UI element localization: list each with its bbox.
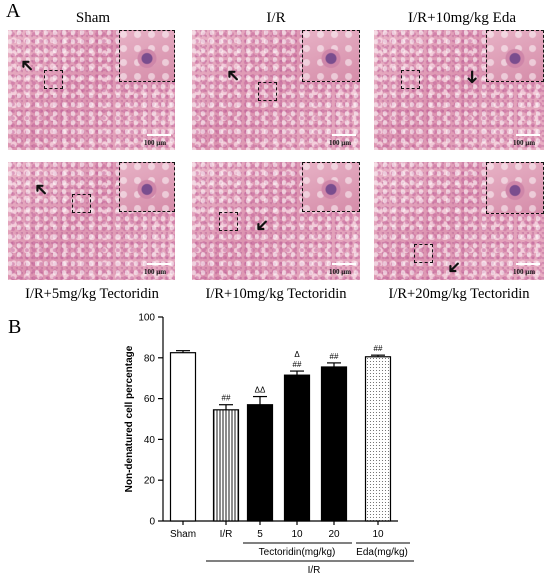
- arrow-icon: ➜: [28, 176, 54, 203]
- scale-bar: [332, 134, 356, 136]
- magnified-inset: [302, 162, 360, 212]
- y-tick-label: 100: [138, 313, 155, 324]
- x-tick-label: 10: [372, 529, 384, 540]
- scale-bar: [147, 263, 171, 265]
- region-of-interest-box: [44, 70, 63, 89]
- x-tick-label: 10: [291, 529, 303, 540]
- micrograph-eda: ➜ 100 μm: [374, 30, 544, 150]
- y-tick-label: 0: [149, 517, 155, 528]
- magnified-inset: [119, 162, 175, 212]
- panel-b-letter: B: [8, 316, 22, 338]
- column-title-ir: I/R: [266, 10, 286, 26]
- region-of-interest-box: [219, 212, 238, 231]
- scale-bar-label: 100 μm: [513, 139, 536, 147]
- bar: [246, 404, 274, 522]
- micrograph-tectoridin-5: ➜ 100 μm: [8, 162, 175, 280]
- region-of-interest-box: [401, 70, 420, 89]
- scale-bar-label: 100 μm: [329, 139, 352, 147]
- bar: [364, 356, 392, 522]
- significance-mark: Δ: [294, 350, 300, 359]
- significance-mark: ΔΔ: [255, 386, 266, 395]
- micrograph-sham: ➜ 100 μm: [8, 30, 175, 150]
- arrow-icon: ➜: [14, 52, 40, 79]
- significance-mark: ##: [222, 394, 231, 403]
- arrow-icon: ➜: [441, 254, 467, 280]
- bar: [169, 352, 197, 522]
- y-tick-label: 80: [144, 353, 156, 364]
- micrograph-tectoridin-10: ➜ 100 μm: [192, 162, 360, 280]
- group-label-eda: Eda(mg/kg): [356, 547, 408, 558]
- bar: [320, 366, 348, 522]
- y-tick-label: 20: [144, 476, 156, 487]
- scale-bar-label: 100 μm: [513, 268, 536, 276]
- arrow-icon: ➜: [220, 62, 246, 89]
- region-of-interest-box: [258, 82, 277, 101]
- y-axis-label: Non-denatured cell percentage: [124, 345, 135, 492]
- magnified-inset: [486, 162, 544, 214]
- group-label-ir: I/R: [308, 565, 321, 576]
- micrograph-ir: ➜ 100 μm: [192, 30, 360, 150]
- row-title-tectoridin-20: I/R+20mg/kg Tectoridin: [388, 286, 530, 302]
- x-tick-label: 20: [328, 529, 340, 540]
- scale-bar-label: 100 μm: [329, 268, 352, 276]
- scale-bar-label: 100 μm: [144, 139, 167, 147]
- magnified-inset: [486, 30, 544, 82]
- row-title-tectoridin-5: I/R+5mg/kg Tectoridin: [25, 286, 159, 302]
- arrow-icon: ➜: [249, 212, 275, 239]
- x-tick-label: Sham: [170, 529, 196, 540]
- bar: [212, 409, 240, 522]
- significance-mark: ##: [293, 360, 302, 369]
- region-of-interest-box: [72, 194, 91, 213]
- scale-bar: [332, 263, 356, 265]
- micrograph-tectoridin-20: ➜ 100 μm: [374, 162, 544, 280]
- region-of-interest-box: [414, 244, 433, 263]
- x-tick-label: I/R: [220, 529, 233, 540]
- scale-bar-label: 100 μm: [144, 268, 167, 276]
- significance-mark: ##: [330, 352, 339, 361]
- scale-bar: [516, 263, 540, 265]
- y-tick-label: 40: [144, 435, 156, 446]
- arrow-icon: ➜: [461, 69, 483, 85]
- row-title-tectoridin-10: I/R+10mg/kg Tectoridin: [205, 286, 347, 302]
- magnified-inset: [119, 30, 175, 82]
- column-title-sham: Sham: [75, 10, 111, 26]
- scale-bar: [147, 134, 171, 136]
- column-title-eda: I/R+10mg/kg Eda: [407, 10, 517, 26]
- magnified-inset: [302, 30, 360, 82]
- bar: [283, 374, 311, 522]
- x-tick-label: 5: [257, 529, 263, 540]
- panel-a-letter: A: [6, 0, 21, 22]
- significance-mark: ##: [374, 344, 383, 353]
- group-label-tectoridin: Tectoridin(mg/kg): [259, 547, 336, 558]
- y-tick-label: 60: [144, 394, 156, 405]
- bar-chart: 0 20 40 60 80 100 Non-denatured cell percentag…: [124, 313, 414, 576]
- scale-bar: [516, 134, 540, 136]
